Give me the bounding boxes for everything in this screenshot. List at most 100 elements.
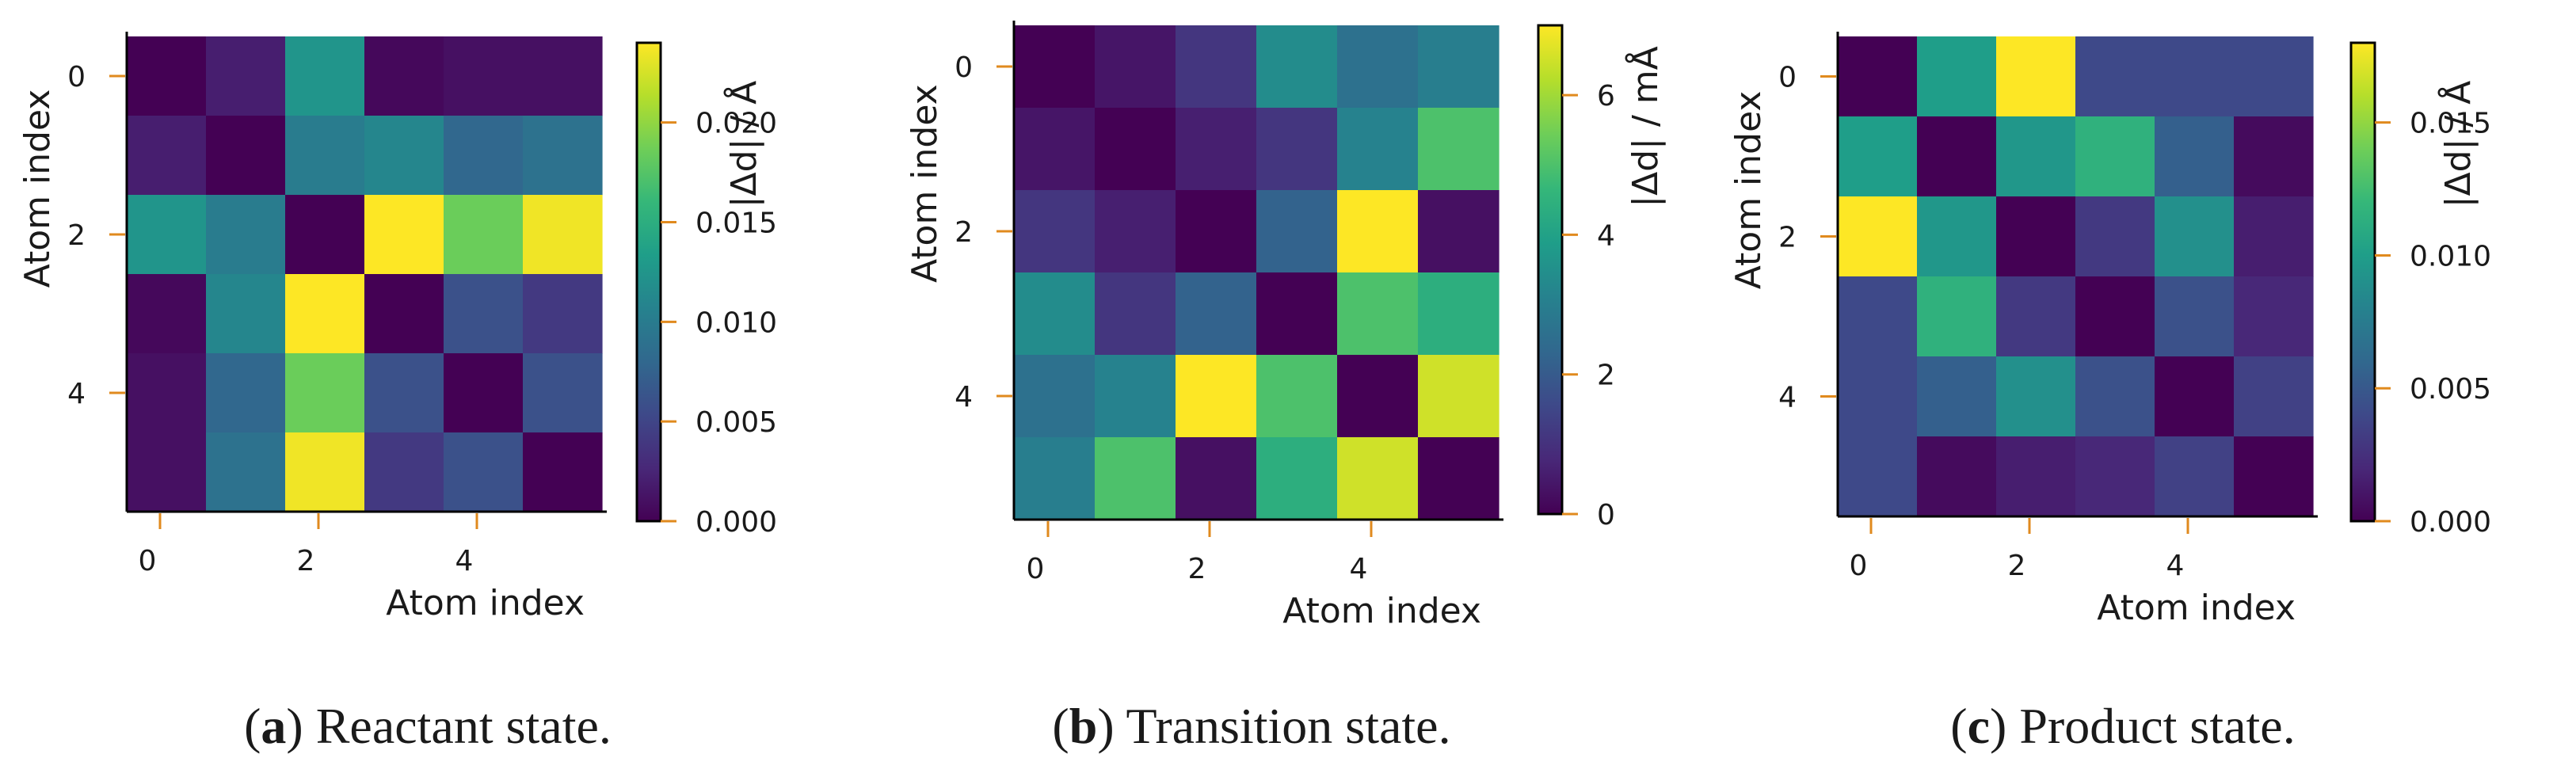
heatmap-cell-r0-c1 — [1917, 36, 1997, 117]
heatmap-cell-r4-c3 — [364, 353, 444, 433]
heatmap-cell-r5-c2 — [285, 432, 365, 512]
heatmap-cell-r4-c4 — [444, 353, 524, 433]
heatmap-cell-r2-c4 — [1337, 190, 1419, 273]
heatmap-cell-r4-c2 — [1176, 355, 1257, 438]
y-tick-label: 0 — [1778, 62, 1797, 94]
heatmap-cell-r0-c2 — [285, 36, 365, 116]
y-tick-label: 0 — [955, 51, 973, 84]
heatmap-cell-r0-c5 — [523, 36, 603, 116]
panel-b: 0 2 4 0 2 4 Atom index Atom index 0 2 4 6 |Δd| / mÅ (… — [905, 21, 1666, 754]
heatmap-cell-r5-c0 — [1014, 437, 1096, 520]
heatmap-cell-r1-c0 — [1014, 108, 1096, 191]
heatmap-cell-r3-c3 — [2075, 276, 2155, 357]
caption-text: Transition state. — [1126, 698, 1450, 754]
heatmap-cell-r4-c3 — [2075, 356, 2155, 437]
heatmap-cell-r3-c2 — [1996, 276, 2076, 357]
heatmap-cell-r1-c4 — [1337, 108, 1419, 191]
heatmap-cell-r2-c3 — [2075, 196, 2155, 277]
caption-letter: c — [1968, 698, 1990, 754]
heatmap-cell-r4-c0 — [1014, 355, 1096, 438]
heatmap-cell-r5-c1 — [206, 432, 286, 512]
colorbar — [1537, 24, 1564, 516]
heatmap-cell-r5-c3 — [2075, 436, 2155, 517]
heatmap-cell-r0-c5 — [1418, 25, 1499, 109]
heatmap-cell-r4-c5 — [2234, 356, 2314, 437]
heatmap-cell-r4-c4 — [2155, 356, 2235, 437]
heatmap-cell-r0-c1 — [206, 36, 286, 116]
colorbar-tick-label: 0.005 — [2410, 373, 2491, 406]
heatmap-cell-r5-c1 — [1917, 436, 1997, 517]
heatmap-cell-r4-c1 — [1095, 355, 1176, 438]
colorbar-tick-label: 0.000 — [2410, 506, 2491, 539]
x-tick-label: 4 — [1350, 553, 1368, 585]
heatmap-cell-r2-c0 — [1838, 196, 1918, 277]
colorbar-tick-label: 2 — [1597, 360, 1615, 392]
caption-letter: a — [261, 698, 286, 754]
heatmap-cell-r5-c4 — [1337, 437, 1419, 520]
heatmap-cell-r3-c0 — [1014, 272, 1096, 356]
heatmap-cell-r0-c5 — [2234, 36, 2314, 117]
heatmap-cell-r2-c1 — [1917, 196, 1997, 277]
heatmap-cell-r3-c1 — [1095, 272, 1176, 356]
heatmap-cell-r2-c2 — [285, 195, 365, 275]
x-tick-label: 2 — [2008, 550, 2026, 582]
heatmap-cell-r4-c1 — [1917, 356, 1997, 437]
heatmap-cell-r1-c1 — [1095, 108, 1176, 191]
heatmap-cell-r5-c1 — [1095, 437, 1176, 520]
heatmap-cell-r4-c1 — [206, 353, 286, 433]
heatmap-cell-r5-c3 — [364, 432, 444, 512]
caption-paren-open: ( — [1052, 698, 1069, 754]
y-tick-label: 2 — [955, 216, 973, 249]
colorbar-tick-label: 0.005 — [695, 406, 777, 439]
colorbar-tick-label: 0.010 — [695, 307, 777, 339]
heatmap-cell-r1-c2 — [285, 116, 365, 196]
heatmap-cell-r1-c3 — [364, 116, 444, 196]
x-tick-label: 2 — [297, 545, 315, 577]
heatmap-cell-r1-c5 — [1418, 108, 1499, 191]
heatmap-cell-r3-c5 — [1418, 272, 1499, 356]
colorbar — [635, 41, 662, 523]
heatmap-cell-r5-c2 — [1996, 436, 2076, 517]
heatmap-cell-r5-c5 — [2234, 436, 2314, 517]
heatmap-cell-r2-c4 — [444, 195, 524, 275]
heatmap-cell-r4-c5 — [1418, 355, 1499, 438]
x-tick-label: 0 — [139, 545, 157, 577]
x-tick-label: 4 — [2166, 550, 2185, 582]
heatmap-cell-r5-c2 — [1176, 437, 1257, 520]
heatmap-cell-r4-c3 — [1256, 355, 1338, 438]
heatmap-cell-r5-c5 — [523, 432, 603, 512]
y-axis-label: Atom index — [905, 84, 945, 283]
heatmap-cell-r4-c0 — [1838, 356, 1918, 437]
heatmap-cell-r3-c3 — [1256, 272, 1338, 356]
heatmap-cell-r2-c3 — [1256, 190, 1338, 273]
heatmap-cell-r2-c2 — [1996, 196, 2076, 277]
heatmap-cell-r0-c3 — [2075, 36, 2155, 117]
heatmap-cell-r1-c0 — [1838, 116, 1918, 197]
heatmap-cell-r2-c0 — [127, 195, 207, 275]
heatmap-cell-r5-c4 — [2155, 436, 2235, 517]
caption-text: Product state. — [2019, 698, 2295, 754]
heatmap-cell-r1-c1 — [1917, 116, 1997, 197]
caption-paren-close: ) — [1097, 698, 1126, 754]
heatmap-cell-r2-c5 — [2234, 196, 2314, 277]
colorbar-label: |Δd| / mÅ — [1624, 46, 1666, 207]
heatmap-cell-r2-c3 — [364, 195, 444, 275]
caption-paren-close: ) — [286, 698, 315, 754]
heatmap-cell-r3-c2 — [285, 274, 365, 354]
y-tick-label: 2 — [1778, 222, 1797, 254]
caption-paren-open: ( — [244, 698, 261, 754]
x-tick-label: 4 — [455, 545, 474, 577]
heatmap-cell-r0-c3 — [364, 36, 444, 116]
heatmap-cell-r4-c4 — [1337, 355, 1419, 438]
heatmap-cell-r0-c4 — [2155, 36, 2235, 117]
heatmap-cell-r5-c4 — [444, 432, 524, 512]
colorbar-tick-label: 0 — [1597, 499, 1615, 531]
heatmap-cell-r3-c4 — [444, 274, 524, 354]
caption-text: Reactant state. — [316, 698, 612, 754]
panel-c: 0 2 4 0 2 4 Atom index Atom index 0.000 0.005 0.01… — [1728, 32, 2491, 754]
x-tick-label: 0 — [1027, 553, 1045, 585]
panel-a: 0 2 4 0 2 4 Atom index Atom index 0.000 0.005 0.01… — [17, 32, 777, 754]
heatmap-cell-r3-c3 — [364, 274, 444, 354]
heatmap-cell-r1-c1 — [206, 116, 286, 196]
heatmap-cell-r0-c2 — [1996, 36, 2076, 117]
